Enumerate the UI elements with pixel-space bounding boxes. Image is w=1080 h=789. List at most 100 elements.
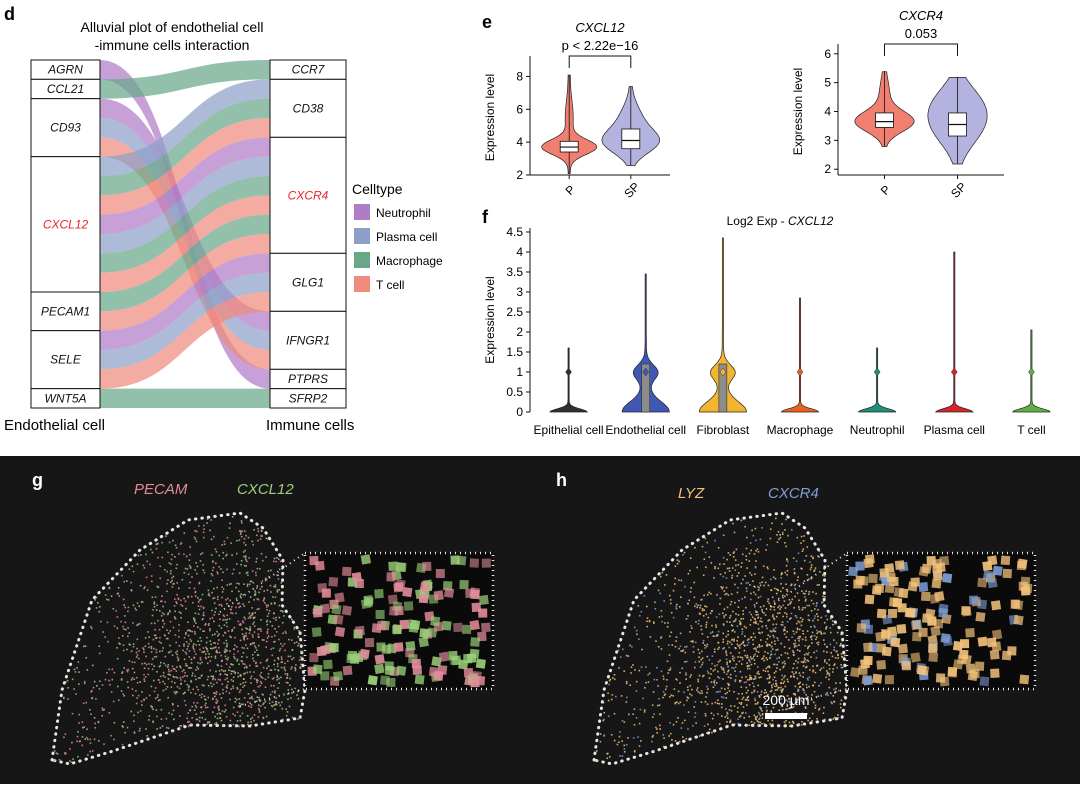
spatial-spot	[807, 653, 809, 656]
spatial-spot	[177, 659, 179, 662]
spatial-spot	[827, 694, 829, 696]
spatial-spot	[728, 684, 730, 687]
spatial-spot	[676, 701, 678, 703]
zoom-spot	[1010, 599, 1020, 609]
spatial-spot	[823, 639, 825, 641]
spatial-spot	[235, 725, 237, 728]
spatial-spot	[771, 686, 773, 689]
spatial-spot	[224, 678, 227, 681]
spatial-spot	[779, 536, 782, 539]
spatial-spot	[220, 660, 223, 662]
spatial-spot	[816, 642, 818, 644]
spatial-spot	[749, 667, 751, 670]
spatial-spot	[136, 697, 138, 699]
spatial-spot	[701, 663, 703, 666]
spatial-spot	[767, 693, 769, 696]
spatial-spot	[300, 663, 302, 666]
spatial-spot	[200, 711, 202, 714]
spatial-spot	[276, 665, 279, 668]
violin-title: CXCL12	[575, 20, 625, 35]
legend-swatch	[354, 204, 370, 220]
spatial-spot	[173, 691, 176, 693]
spatial-spot	[831, 620, 834, 622]
spatial-spot	[766, 643, 769, 645]
alluvial-node-label: SFRP2	[289, 391, 328, 405]
spatial-spot	[222, 551, 225, 554]
spatial-spot	[763, 655, 765, 657]
alluvial-node-label: AGRN	[47, 63, 83, 77]
spatial-spot	[222, 588, 225, 590]
spatial-spot	[804, 592, 806, 595]
spatial-spot	[261, 677, 264, 679]
spatial-spot	[704, 713, 707, 715]
spatial-spot	[665, 685, 668, 688]
spatial-spot	[710, 712, 713, 715]
spatial-spot	[201, 552, 204, 554]
spatial-spot	[251, 614, 254, 616]
spatial-spot	[653, 713, 655, 715]
spatial-spot	[131, 688, 134, 690]
spatial-spot	[735, 619, 737, 621]
spatial-spot	[231, 630, 233, 632]
zoom-spot	[991, 629, 1003, 640]
spatial-spot	[734, 620, 736, 622]
spatial-spot	[697, 623, 700, 625]
spatial-spot	[834, 691, 836, 694]
spatial-spot	[240, 531, 242, 534]
spatial-spot	[257, 686, 260, 688]
spatial-spot	[717, 713, 719, 715]
spatial-spot	[162, 620, 164, 622]
spatial-spot	[215, 721, 218, 724]
spatial-spot	[707, 672, 710, 674]
spatial-spot	[181, 579, 184, 581]
spatial-spot	[221, 591, 224, 593]
y-tick-label: 5	[824, 76, 831, 90]
spatial-spot	[150, 651, 153, 653]
spatial-spot	[293, 642, 296, 644]
spatial-spot	[275, 631, 278, 633]
spatial-spot	[832, 668, 834, 670]
spatial-spot	[734, 679, 737, 681]
spatial-spot	[659, 575, 662, 578]
alluvial-node-box	[30, 330, 101, 390]
spatial-spot	[246, 560, 248, 563]
spatial-spot	[154, 697, 157, 700]
spatial-spot	[229, 719, 232, 722]
zoom-spot	[411, 658, 421, 669]
spatial-spot	[715, 691, 718, 693]
spatial-spot	[93, 738, 96, 741]
spatial-spot	[183, 636, 186, 639]
spatial-spot	[796, 592, 799, 594]
spatial-spot	[733, 705, 736, 707]
spatial-spot	[160, 615, 163, 617]
spatial-spot	[185, 653, 188, 655]
spatial-spot	[176, 653, 178, 656]
spatial-spot	[613, 739, 616, 742]
spatial-spot	[283, 643, 286, 645]
spatial-spot	[274, 628, 276, 630]
spatial-spot	[78, 722, 80, 724]
spatial-spot	[208, 594, 211, 597]
spatial-spot	[813, 701, 815, 704]
spatial-spot	[245, 665, 248, 668]
spatial-spot	[787, 560, 789, 563]
spatial-spot	[823, 706, 825, 709]
spatial-spot	[754, 593, 757, 596]
spatial-spot	[808, 676, 811, 679]
spatial-spot	[700, 658, 702, 661]
spatial-spot	[237, 672, 239, 674]
spatial-spot	[194, 590, 197, 593]
spatial-spot	[647, 674, 649, 676]
spatial-spot	[213, 620, 215, 623]
spatial-spot	[93, 680, 96, 683]
spatial-spot	[719, 659, 721, 662]
spatial-spot	[807, 719, 809, 722]
spatial-spot	[277, 625, 280, 628]
zoom-spot	[977, 577, 988, 588]
spatial-spot	[740, 703, 742, 705]
spatial-spot	[188, 564, 191, 567]
spatial-spot	[158, 640, 161, 643]
spatial-spot	[782, 708, 784, 711]
spatial-spot	[767, 619, 770, 622]
spatial-spot	[196, 565, 199, 568]
